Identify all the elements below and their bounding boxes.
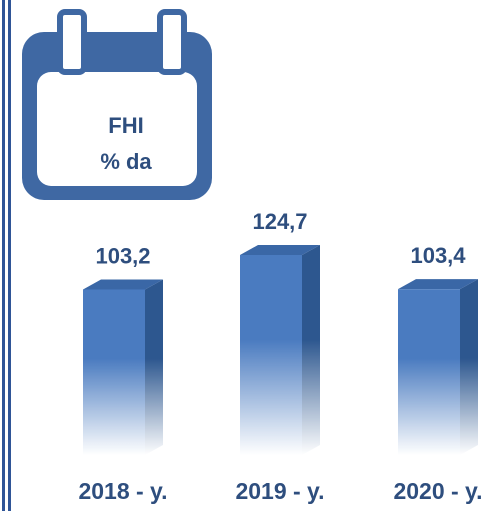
x-tick-label: 2019 - y.	[235, 478, 324, 504]
x-tick-label: 2020 - y.	[393, 478, 482, 504]
calendar-icon	[22, 9, 212, 200]
chart-subtitle: % da	[100, 149, 152, 174]
bar-fade	[398, 279, 478, 455]
bar-fade	[240, 245, 320, 455]
x-tick-label: 2018 - y.	[78, 478, 167, 504]
value-label: 103,2	[95, 243, 150, 268]
value-label: 124,7	[252, 209, 307, 234]
chart-title: FHI	[108, 113, 143, 138]
border-line	[8, 0, 11, 511]
border-line	[2, 0, 5, 511]
bar-fade	[83, 279, 163, 455]
value-label: 103,4	[410, 243, 466, 268]
